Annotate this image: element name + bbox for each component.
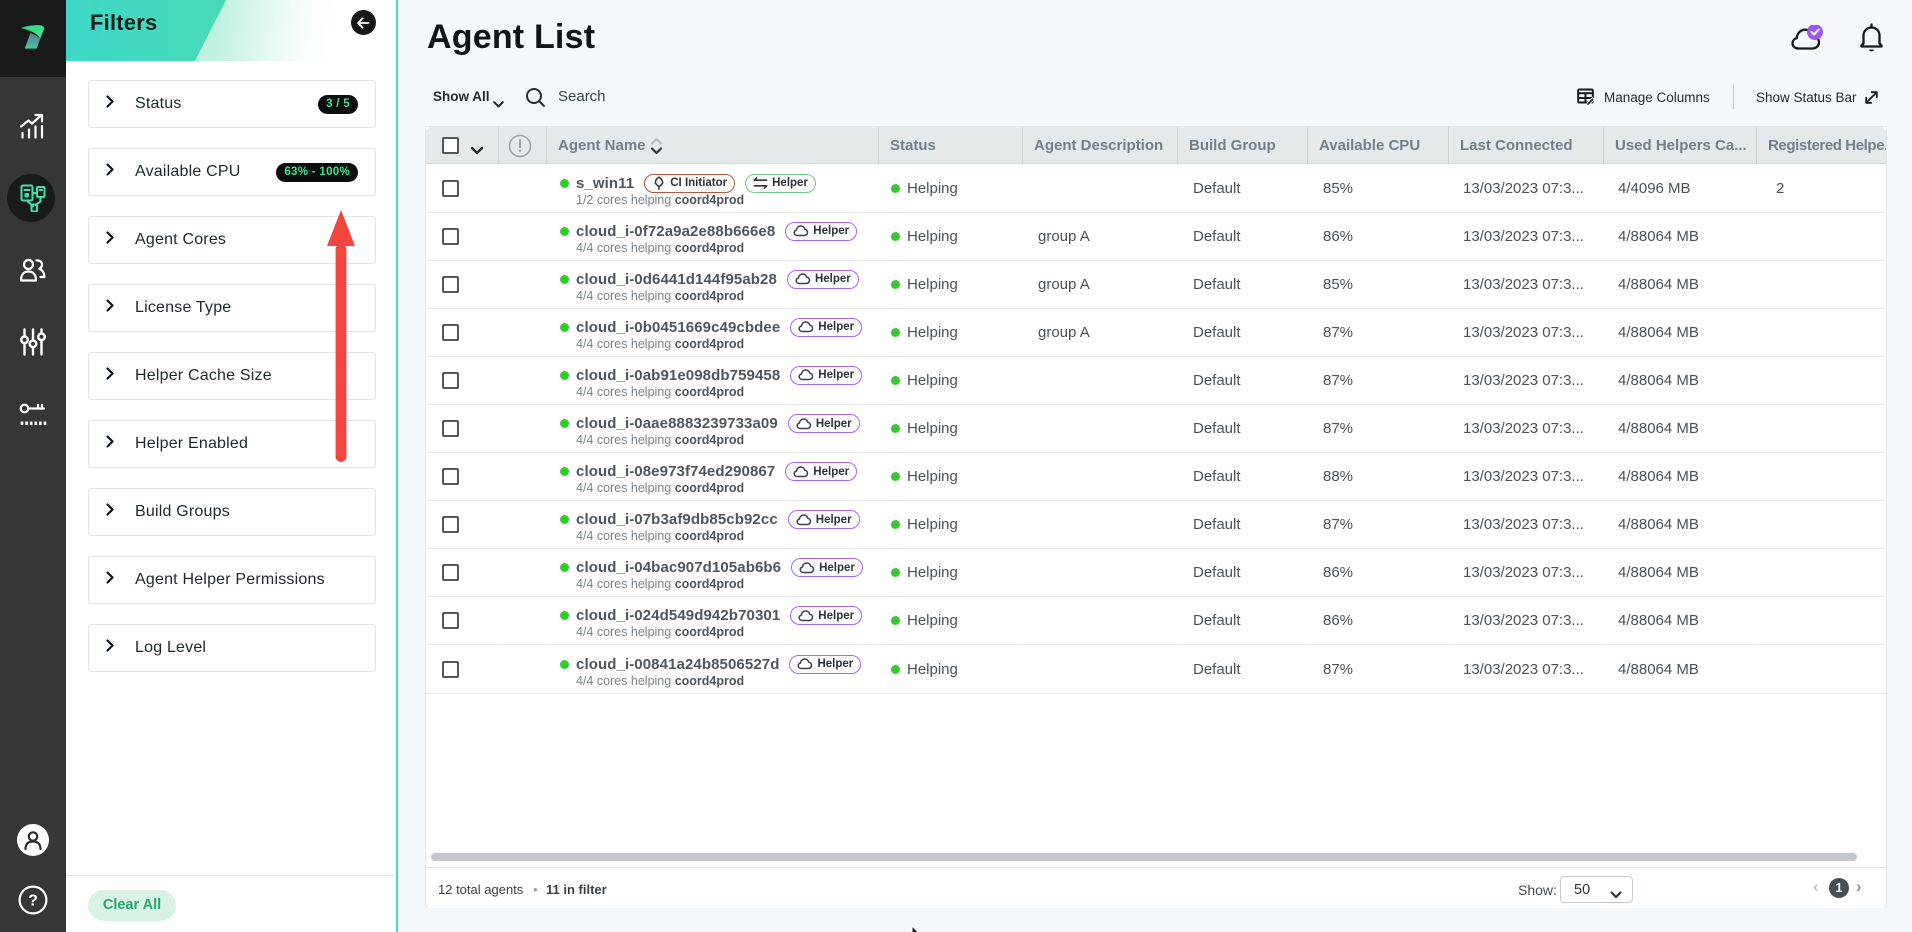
- svg-text:?: ?: [28, 893, 38, 910]
